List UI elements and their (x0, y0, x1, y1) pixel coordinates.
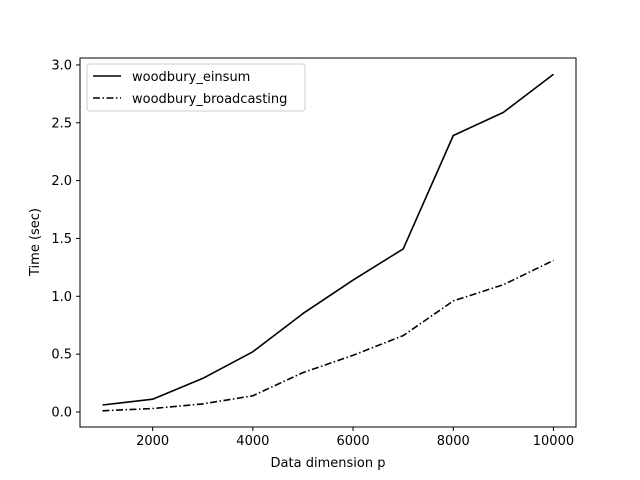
series-layer (102, 73, 554, 412)
series-line-woodbury-broadcasting (102, 259, 554, 412)
y-tick-label: 2.0 (51, 174, 72, 189)
y-tick-label: 2.5 (51, 116, 72, 131)
legend-label-woodbury-broadcasting: woodbury_broadcasting (132, 92, 287, 107)
y-tick-label: 1.0 (51, 290, 72, 305)
y-tick-label: 0.0 (51, 405, 72, 420)
x-tick-label: 4000 (236, 434, 269, 449)
legend-box (86, 63, 306, 112)
series-line-woodbury-einsum (102, 73, 554, 406)
x-tick-label: 6000 (337, 434, 370, 449)
y-tick-label: 0.5 (51, 348, 72, 363)
y-tick-label: 3.0 (51, 58, 72, 73)
x-tick-label: 10000 (533, 434, 574, 449)
legend-label-woodbury-einsum: woodbury_einsum (132, 70, 250, 85)
plot-area (80, 58, 576, 427)
x-tick-label: 2000 (136, 434, 169, 449)
x-axis-ticks: 2000 4000 6000 8000 10000 (136, 427, 574, 449)
y-axis-label: Time (sec) (28, 208, 43, 277)
x-axis-label: Data dimension p (271, 456, 386, 471)
y-axis-ticks: 0.0 0.5 1.0 1.5 2.0 2.5 3.0 (51, 58, 80, 420)
legend: woodbury_einsum woodbury_broadcasting (86, 63, 306, 112)
x-tick-label: 8000 (437, 434, 470, 449)
plot-frame (79, 57, 577, 428)
y-tick-label: 1.5 (51, 232, 72, 247)
